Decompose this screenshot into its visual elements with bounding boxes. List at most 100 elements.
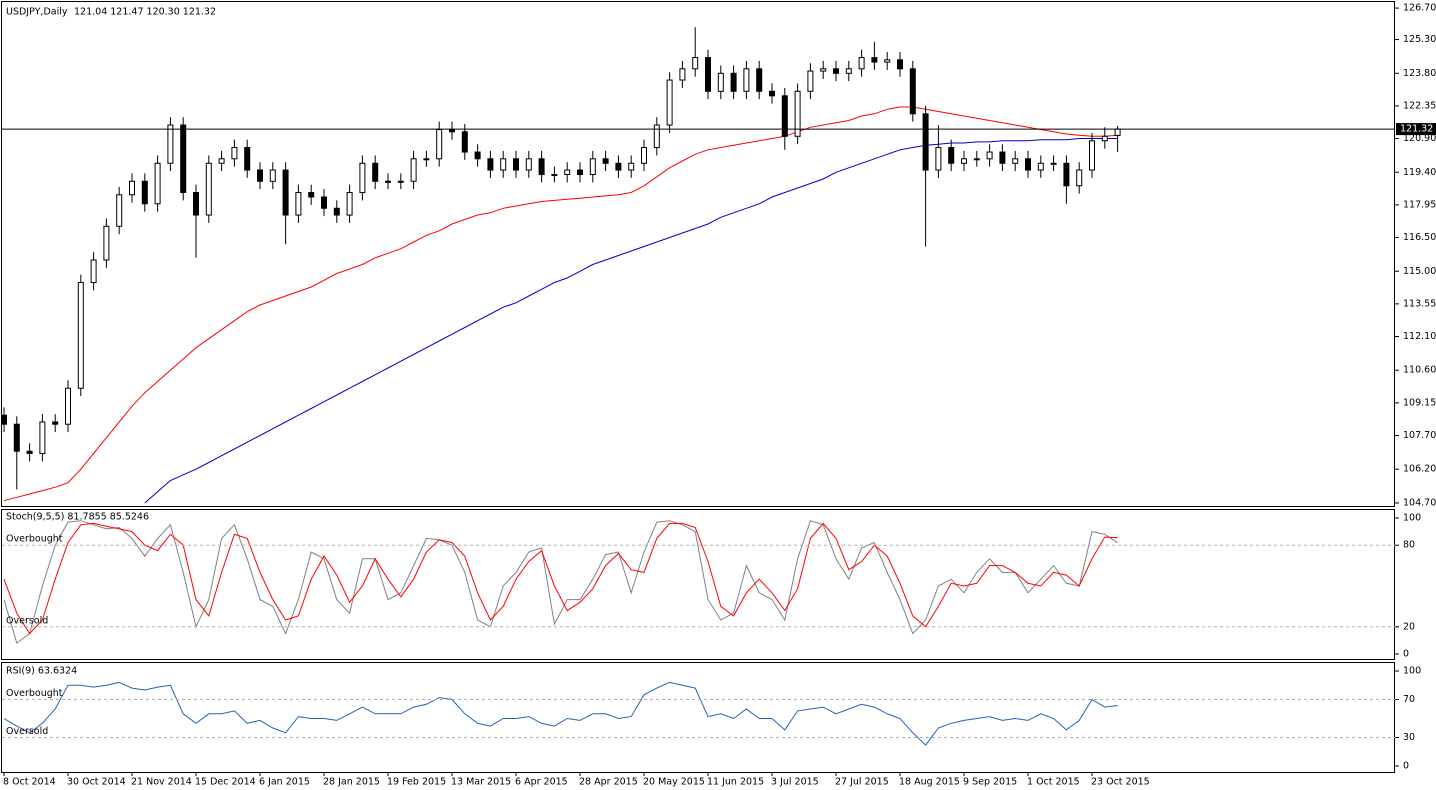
candle-body	[756, 68, 763, 92]
y-tick-label: 120.90	[1403, 133, 1436, 144]
annotation: Overbought	[6, 688, 63, 699]
y-tick-label: 126.70	[1403, 3, 1436, 14]
candle-body	[1037, 162, 1044, 171]
candle-body	[321, 196, 327, 209]
x-tick-label: 13 Mar 2015	[451, 777, 511, 788]
candle-body	[1114, 128, 1121, 136]
candle-body	[269, 169, 276, 182]
line-series	[144, 138, 1118, 504]
candle-body	[65, 387, 71, 425]
annotation: Oversold	[6, 615, 48, 626]
x-tick-label: 11 Jun 2015	[707, 777, 764, 788]
candle-body	[769, 90, 775, 97]
candle-body	[602, 158, 609, 164]
x-tick-label: 8 Oct 2014	[3, 777, 56, 788]
candle-body	[26, 450, 33, 454]
candle-body	[13, 423, 20, 452]
line-series	[3, 522, 1118, 635]
candle-body	[513, 158, 519, 171]
candle-body	[1101, 135, 1108, 142]
y-tick-label: 20	[1403, 621, 1415, 632]
candle-body	[1012, 158, 1019, 164]
candle-body	[577, 169, 583, 176]
x-tick-label: 18 Aug 2015	[899, 777, 960, 788]
candle-body	[372, 162, 379, 182]
candle-body	[628, 162, 635, 171]
candle-body	[397, 180, 404, 183]
candle-body	[935, 147, 942, 171]
candle-body	[154, 162, 161, 205]
x-tick-label: 6 Apr 2015	[515, 777, 568, 788]
x-tick-label: 23 Oct 2015	[1091, 777, 1150, 788]
candle-body	[257, 169, 263, 182]
candle-body	[884, 59, 891, 63]
y-tick-label: 116.50	[1403, 232, 1436, 243]
candle-body	[141, 180, 148, 205]
x-tick-label: 9 Sep 2015	[963, 777, 1017, 788]
candle-body	[794, 90, 801, 137]
x-tick-label: 30 Oct 2014	[67, 777, 126, 788]
candle-body	[116, 194, 123, 227]
candle-body	[948, 147, 955, 164]
candle-body	[346, 192, 353, 216]
y-tick-label: 100	[1403, 513, 1421, 524]
y-tick-label: 109.15	[1403, 397, 1436, 408]
y-tick-label: 80	[1403, 540, 1415, 551]
last-price-box	[1396, 123, 1436, 136]
candle-body	[717, 72, 724, 92]
candle-body	[487, 158, 494, 171]
y-tick-label: 123.80	[1403, 68, 1436, 79]
candle-body	[1025, 158, 1031, 171]
y-tick-label: 117.95	[1403, 199, 1436, 210]
candle-body	[90, 259, 97, 284]
y-tick-label: 119.40	[1403, 167, 1436, 178]
x-tick-label: 21 Nov 2014	[131, 777, 192, 788]
candle-body	[589, 158, 596, 176]
candle-body	[820, 68, 827, 72]
last-price-label: 121.32	[1400, 124, 1433, 135]
candle-body	[410, 158, 417, 182]
y-tick-label: 100	[1403, 666, 1421, 677]
indicator-title: RSI(9) 63.6324	[6, 666, 77, 677]
candle-body	[461, 131, 468, 153]
line-series	[3, 106, 1118, 502]
candle-body	[551, 174, 558, 177]
candle-body	[193, 192, 199, 216]
candle-body	[1089, 140, 1095, 171]
stoch-panel	[1, 509, 1395, 660]
candle-body	[436, 129, 443, 160]
x-tick-label: 19 Feb 2015	[387, 777, 446, 788]
x-tick-label: 20 May 2015	[643, 777, 705, 788]
indicator-title: Stoch(9,5,5) 81.7855 85.5246	[6, 512, 149, 523]
candle-body	[999, 151, 1006, 164]
x-tick-label: 28 Apr 2015	[579, 777, 638, 788]
candle-body	[39, 421, 46, 454]
x-tick-label: 15 Dec 2014	[195, 777, 256, 788]
candle-body	[167, 124, 174, 164]
annotation: Oversold	[6, 726, 48, 737]
candle-body	[615, 162, 622, 171]
candle-body	[218, 158, 225, 164]
y-tick-label: 30	[1403, 732, 1415, 743]
y-tick-label: 113.55	[1403, 298, 1436, 309]
candle-body	[129, 180, 135, 196]
candle-body	[845, 68, 852, 74]
candle-body	[423, 158, 430, 161]
rsi-panel	[1, 662, 1395, 773]
candle-body	[961, 158, 967, 164]
candle-body	[1076, 169, 1083, 187]
x-tick-label: 28 Jan 2015	[323, 777, 380, 788]
candle-body	[858, 57, 865, 70]
candle-body	[1050, 162, 1057, 165]
y-tick-label: 112.10	[1403, 331, 1436, 342]
chart-title: USDJPY,Daily	[6, 7, 68, 18]
candle-body	[807, 70, 814, 92]
candle-body	[500, 158, 507, 171]
candle-body	[564, 169, 571, 176]
candle-body	[922, 113, 929, 171]
candle-body	[385, 180, 391, 183]
candle-body	[833, 68, 839, 74]
candle-body	[909, 68, 916, 115]
